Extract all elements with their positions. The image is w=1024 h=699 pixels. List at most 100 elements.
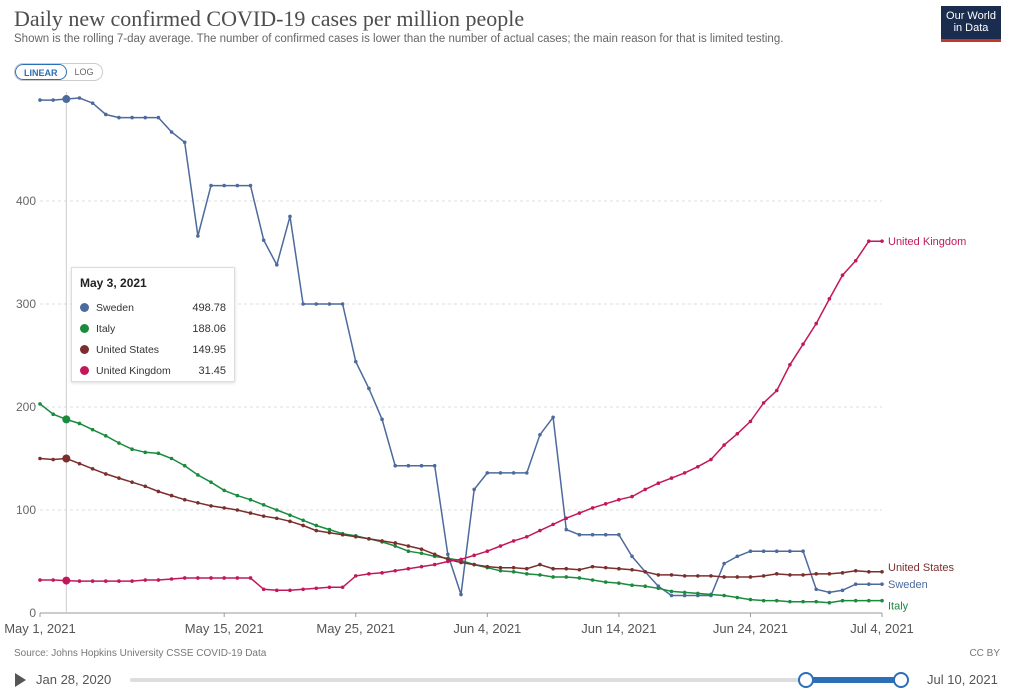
italy-point[interactable] (182, 463, 187, 468)
italy-point[interactable] (77, 421, 82, 426)
timeline-end-handle[interactable] (893, 672, 909, 688)
united-kingdom-point[interactable] (682, 471, 687, 475)
united-states-point[interactable] (564, 566, 569, 571)
sweden-point[interactable] (275, 263, 279, 267)
united-kingdom-point[interactable] (77, 579, 82, 583)
italy-point[interactable] (603, 580, 608, 584)
united-states-point[interactable] (261, 514, 266, 518)
united-states-point[interactable] (90, 467, 95, 471)
italy-point[interactable] (130, 447, 134, 452)
sweden-point[interactable] (196, 234, 200, 238)
italy-point[interactable] (564, 575, 569, 579)
united-kingdom-point[interactable] (656, 481, 661, 486)
united-states-point[interactable] (867, 570, 871, 574)
sweden-point[interactable] (288, 214, 292, 219)
sweden-point[interactable] (235, 183, 240, 188)
sweden-point[interactable] (367, 386, 371, 391)
sweden-point[interactable] (788, 549, 792, 553)
united-states-point[interactable] (814, 572, 819, 576)
united-kingdom-point[interactable] (222, 576, 226, 580)
license-link[interactable]: CC BY (969, 648, 1000, 659)
united-states-point[interactable] (472, 562, 476, 567)
united-kingdom-point[interactable] (446, 559, 450, 564)
united-kingdom-point[interactable] (511, 539, 516, 543)
united-kingdom-point[interactable] (748, 419, 753, 424)
sweden-point[interactable] (130, 115, 134, 120)
united-kingdom-point[interactable] (380, 571, 384, 575)
united-kingdom-point[interactable] (472, 553, 476, 558)
sweden-point[interactable] (51, 98, 55, 102)
linear-scale-button[interactable]: LINEAR (15, 64, 67, 80)
sweden-point[interactable] (538, 433, 542, 437)
italy-point[interactable] (51, 412, 55, 417)
sweden-point[interactable] (248, 183, 253, 188)
united-states-point[interactable] (840, 571, 845, 575)
sweden-point[interactable] (419, 463, 424, 468)
united-states-point[interactable] (301, 523, 305, 528)
sweden-point[interactable] (38, 98, 42, 102)
sweden-point[interactable] (432, 463, 437, 468)
united-states-point[interactable] (182, 497, 187, 502)
sweden-point[interactable] (90, 101, 95, 105)
sweden-point[interactable] (340, 302, 345, 306)
italy-point[interactable] (735, 595, 740, 600)
italy-point[interactable] (669, 589, 674, 594)
united-kingdom-point[interactable] (788, 362, 792, 367)
italy-point[interactable] (327, 527, 332, 532)
united-kingdom-point[interactable] (196, 576, 200, 580)
sweden-point[interactable] (617, 532, 621, 537)
sweden-point[interactable] (143, 115, 148, 120)
united-states-point[interactable] (196, 500, 200, 505)
sweden-point[interactable] (577, 532, 582, 537)
sweden-point[interactable] (156, 115, 161, 120)
united-kingdom-point[interactable] (432, 562, 437, 567)
united-kingdom-point[interactable] (538, 528, 542, 533)
united-states-point[interactable] (880, 570, 884, 574)
italy-point[interactable] (196, 473, 200, 477)
italy-point[interactable] (261, 503, 266, 507)
italy-point[interactable] (103, 434, 108, 438)
united-states-point[interactable] (288, 519, 292, 524)
united-states-point[interactable] (551, 566, 555, 571)
sweden-point[interactable] (564, 527, 569, 532)
sweden-point[interactable] (840, 588, 845, 593)
united-kingdom-point[interactable] (617, 497, 621, 502)
united-kingdom-point[interactable] (288, 588, 292, 593)
italy-point[interactable] (643, 584, 647, 589)
sweden-point[interactable] (459, 592, 463, 597)
united-states-point[interactable] (209, 504, 213, 508)
sweden-point[interactable] (314, 302, 319, 306)
sweden-point[interactable] (814, 587, 819, 592)
united-states-point[interactable] (77, 461, 82, 466)
united-kingdom-point[interactable] (156, 578, 161, 582)
sweden-point[interactable] (801, 549, 805, 553)
united-kingdom-point[interactable] (577, 511, 582, 515)
united-kingdom-point[interactable] (722, 443, 726, 447)
sweden-point[interactable] (103, 112, 108, 117)
united-states-point[interactable] (248, 511, 253, 515)
united-states-point[interactable] (485, 564, 490, 569)
united-states-point[interactable] (761, 574, 766, 578)
italy-point[interactable] (169, 456, 174, 461)
united-kingdom-point[interactable] (498, 544, 503, 548)
united-kingdom-point[interactable] (643, 487, 647, 492)
owid-logo[interactable]: Our World in Data (941, 6, 1001, 42)
italy-point[interactable] (590, 578, 595, 582)
sweden-point[interactable] (761, 549, 766, 553)
sweden-point[interactable] (722, 561, 726, 566)
united-kingdom-point[interactable] (880, 239, 884, 243)
united-states-point[interactable] (340, 532, 345, 537)
united-kingdom-point[interactable] (353, 574, 358, 578)
united-states-point[interactable] (327, 530, 332, 535)
united-kingdom-point[interactable] (90, 579, 95, 583)
united-states-point[interactable] (524, 566, 529, 571)
united-kingdom-point[interactable] (301, 587, 305, 592)
italy-point[interactable] (538, 573, 542, 577)
sweden-point[interactable] (551, 415, 555, 420)
italy-point[interactable] (722, 593, 726, 598)
united-kingdom-point[interactable] (182, 576, 187, 580)
sweden-point[interactable] (748, 549, 753, 553)
italy-point[interactable] (788, 599, 792, 604)
united-kingdom-point[interactable] (735, 431, 740, 436)
source-note[interactable]: Source: Johns Hopkins University CSSE CO… (14, 648, 267, 659)
